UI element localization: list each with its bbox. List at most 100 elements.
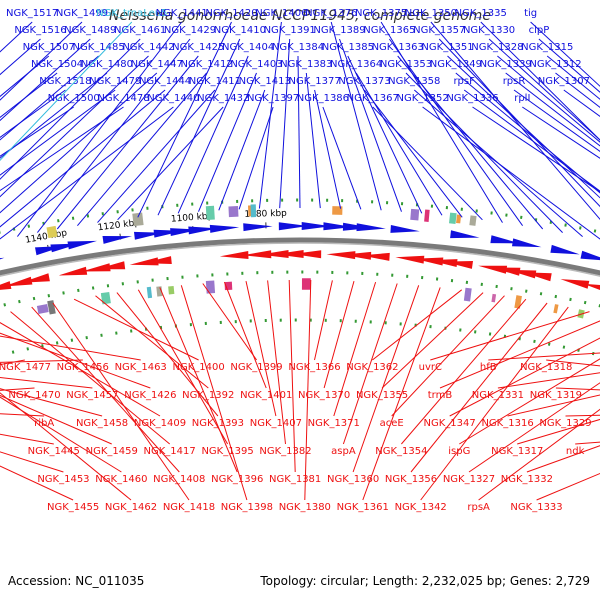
reverse-gene-label: NGK_1329 (539, 418, 591, 429)
reverse-gene-label: NGK_1392 (182, 390, 234, 401)
forward-gene-label: NGK_1377 (288, 76, 340, 87)
reverse-gene-label: NGK_1462 (105, 502, 157, 513)
forward-gene-connector (0, 55, 149, 198)
forward-gene-label: NGK_1442 (122, 42, 174, 53)
forward-gene-label: NGK_1339 (480, 59, 532, 70)
forward-gene-label: NGK_1507 (23, 42, 75, 53)
forward-gene-arrow (490, 235, 520, 244)
reverse-gene-arrow (395, 255, 425, 264)
forward-gene-connector (0, 106, 124, 192)
forward-gene-arrow (512, 238, 542, 248)
forward-gene-arrow (278, 222, 309, 231)
reverse-gene-connector (10, 311, 171, 445)
reverse-gene-connector (391, 295, 505, 417)
reverse-gene-arrow (292, 250, 322, 259)
forward-gene-connector (157, 38, 241, 216)
reverse-gene-connector (180, 285, 248, 501)
forward-gene-connector (0, 55, 99, 141)
reverse-gene-label: NGK_1417 (144, 446, 196, 457)
forward-gene-connector (488, 38, 600, 141)
reverse-gene-connector (488, 352, 600, 361)
reverse-gene-connector (497, 372, 600, 389)
reverse-gene-arrow (96, 261, 126, 270)
forward-gene-label: NGK_1412 (180, 59, 232, 70)
reverse-gene-connector (0, 359, 83, 363)
reverse-gene-connector (0, 433, 54, 445)
tick-label: 1140 kbp (24, 228, 68, 246)
reverse-gene-label: NGK_1477 (0, 362, 51, 373)
reverse-gene-label: NGK_1445 (28, 446, 80, 457)
forward-gene-label: NGK_1504 (31, 59, 83, 70)
reverse-gene-connector (159, 287, 238, 473)
cog-block-outer (250, 204, 257, 218)
reverse-gene-label: hfB (480, 362, 497, 373)
cog-block-outer (410, 208, 420, 221)
reverse-gene-label: NGK_1398 (221, 502, 273, 513)
forward-gene-label: rpsR (503, 76, 526, 87)
forward-gene-connector (0, 72, 58, 119)
reverse-gene-label: NGK_1457 (66, 390, 118, 401)
forward-gene-label: NGK_1425 (172, 42, 224, 53)
guide-ring-0 (0, 198, 600, 234)
cog-block-inner (168, 285, 175, 295)
cog-block-inner (205, 280, 216, 294)
forward-gene-label: NGK_1499 (56, 8, 108, 19)
forward-gene-label: NGK_1315 (521, 42, 573, 53)
forward-gene-label: NGK_1413 (239, 76, 291, 87)
forward-gene-connector (497, 55, 600, 143)
reverse-gene-connector (304, 279, 312, 501)
forward-gene-label: NGK_1406 (255, 8, 307, 19)
reverse-gene-arrow (143, 256, 172, 264)
forward-gene-connector (355, 72, 443, 216)
reverse-gene-connector (223, 281, 267, 389)
forward-gene-connector (438, 38, 600, 208)
reverse-gene-label: aceE (380, 418, 404, 429)
reverse-gene-connector (267, 280, 286, 445)
reverse-gene-connector (372, 289, 463, 361)
reverse-gene-label: NGK_1332 (501, 474, 553, 485)
forward-gene-label: NGK_1385 (322, 42, 374, 53)
forward-gene-label: NGK_1432 (197, 93, 249, 104)
forward-gene-connector (0, 72, 108, 159)
cog-block-outer (332, 206, 343, 215)
forward-gene-label: NGK_1479 (89, 76, 141, 87)
reverse-gene-label: NGK_1395 (201, 446, 253, 457)
forward-gene-connector (0, 89, 166, 228)
forward-gene-connector (505, 72, 600, 147)
forward-gene-label: rplI (514, 93, 530, 104)
forward-gene-label: NGK_1447 (131, 59, 183, 70)
cog-block-outer (456, 214, 462, 224)
reverse-gene-arrow (129, 257, 159, 266)
reverse-gene-arrow (58, 266, 88, 276)
reverse-gene-label: NGK_1366 (288, 362, 340, 373)
reverse-gene-arrow (491, 267, 521, 276)
reverse-gene-connector (362, 287, 441, 501)
forward-gene-connector (218, 89, 266, 211)
forward-gene-connector (0, 21, 83, 101)
forward-gene-connector (314, 89, 342, 209)
reverse-gene-label: rpsA (467, 502, 490, 513)
reverse-gene-label: NGK_1426 (124, 390, 176, 401)
forward-gene-label: NGK_1363 (372, 42, 424, 53)
tick-label: 1080 kbp (244, 209, 287, 220)
reverse-gene-connector (0, 388, 103, 417)
reverse-gene-connector (314, 280, 333, 361)
forward-gene-connector (513, 89, 600, 153)
forward-gene-connector (330, 21, 382, 211)
reverse-gene-label: aspA (331, 446, 356, 457)
forward-gene-connector (258, 21, 282, 209)
reverse-gene-label: NGK_1381 (269, 474, 321, 485)
reverse-gene-label: NGK_1470 (8, 390, 60, 401)
reverse-gene-connector (0, 413, 45, 417)
reverse-gene-label: NGK_1459 (86, 446, 138, 457)
forward-gene-label: NGK_1441 (156, 8, 208, 19)
forward-gene-label: NGK_1357 (413, 25, 465, 36)
forward-gene-connector (0, 106, 74, 157)
forward-gene-connector (0, 38, 141, 180)
forward-gene-label: NGK_1384 (272, 42, 324, 53)
reverse-gene-label: NGK_1347 (424, 418, 476, 429)
reverse-gene-arrow (560, 279, 590, 289)
reverse-gene-label: NGK_1463 (115, 362, 167, 373)
reverse-gene-connector (0, 332, 151, 389)
reverse-gene-connector (420, 306, 569, 501)
